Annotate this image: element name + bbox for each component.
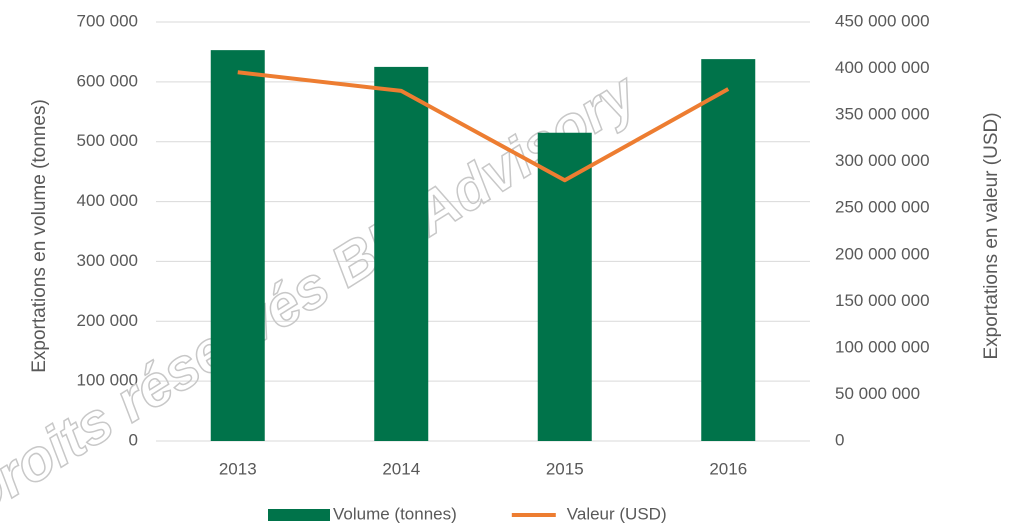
- line: [237, 70, 730, 183]
- y-tick-label: 300 000: [77, 251, 138, 270]
- y2-tick-label: 100 000 000: [835, 337, 930, 356]
- bar: [210, 50, 265, 441]
- y2-tick-label: 350 000 000: [835, 105, 930, 124]
- bar: [374, 66, 429, 442]
- bar: [701, 59, 756, 442]
- y2-tick-label: 250 000 000: [835, 198, 930, 217]
- y2-tick-label: 400 000 000: [835, 58, 930, 77]
- y2-tick-label: 200 000 000: [835, 244, 930, 263]
- y-tick-label: 700 000: [77, 11, 138, 30]
- legend-label: Valeur (USD): [567, 504, 667, 523]
- y-axis-title: Exportations en volume (tonnes): [29, 99, 50, 373]
- y2-axis-title: Exportations en valeur (USD): [981, 112, 1002, 359]
- y-tick-label: 400 000: [77, 191, 138, 210]
- y-tick-label: 600 000: [77, 71, 138, 90]
- y2-tick-label: 0: [835, 430, 844, 449]
- bar: [537, 132, 592, 441]
- y2-tick-label: 450 000 000: [835, 11, 930, 30]
- x-tick-label: 2015: [546, 459, 584, 478]
- x-tick-label: 2013: [219, 459, 257, 478]
- y2-tick-label: 150 000 000: [835, 291, 930, 310]
- y2-tick-label: 50 000 000: [835, 384, 920, 403]
- y-tick-label: 200 000: [77, 311, 138, 330]
- x-tick-label: 2016: [709, 459, 747, 478]
- y2-tick-label: 300 000 000: [835, 151, 930, 170]
- y-tick-label: 100 000: [77, 371, 138, 390]
- x-tick-label: 2014: [382, 459, 420, 478]
- y-tick-label: 500 000: [77, 131, 138, 150]
- legend-label: Volume (tonnes): [333, 504, 457, 523]
- y-tick-label: 0: [129, 430, 138, 449]
- legend-swatch: [268, 509, 330, 521]
